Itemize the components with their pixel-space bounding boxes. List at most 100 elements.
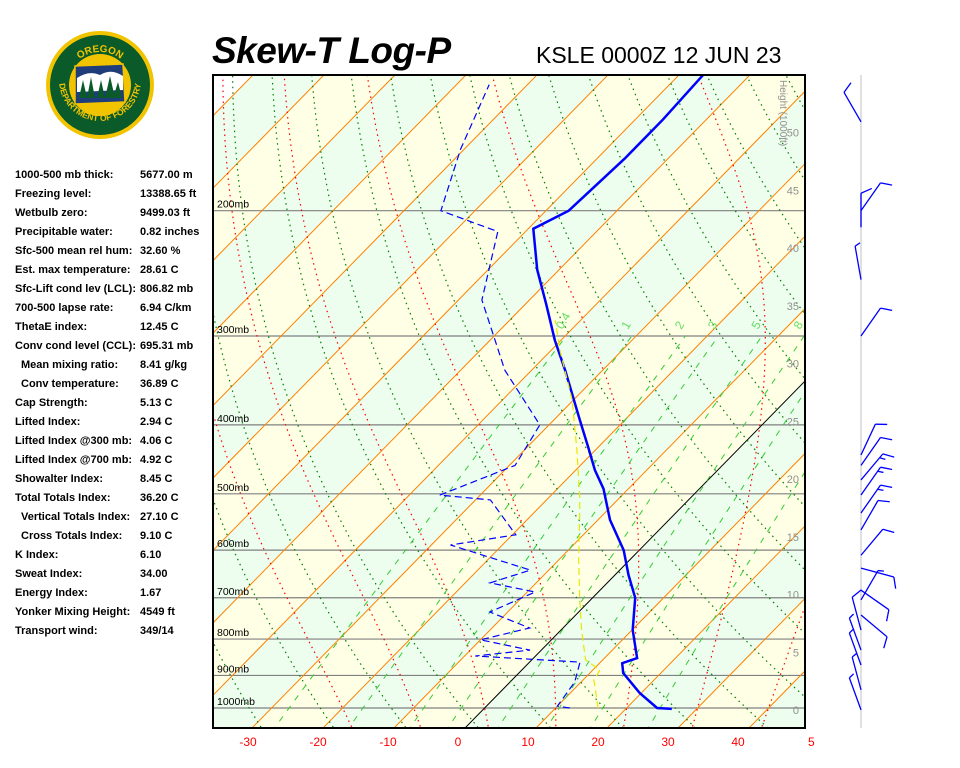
wind-barb <box>860 423 888 456</box>
svg-text:OREGON: OREGON <box>75 44 125 62</box>
stat-label: 1000-500 mb thick: <box>15 169 114 181</box>
wind-barb <box>860 466 893 496</box>
stat-label: Conv temperature: <box>21 378 119 390</box>
stat-row: Wetbulb zero: 9499.03 ft <box>15 207 215 226</box>
stat-value: 32.60 % <box>140 245 181 257</box>
mixing-ratio-line <box>647 470 805 728</box>
wind-barbs <box>843 82 897 711</box>
stat-row: Sweat Index: 34.00 <box>15 568 215 587</box>
stat-value: 34.00 <box>140 568 168 580</box>
stat-label: Freezing level: <box>15 188 92 200</box>
moist-adiabat <box>283 75 490 728</box>
height-tick-label: 50 <box>787 128 799 140</box>
moist-adiabat <box>366 75 557 728</box>
stat-row: Est. max temperature: 28.61 C <box>15 264 215 283</box>
temperature-tick-label: -20 <box>309 735 327 749</box>
isobar-label: 500mb <box>217 482 249 494</box>
isobar-label: 800mb <box>217 627 249 639</box>
isotherm-line <box>213 75 467 334</box>
moist-adiabat <box>213 411 353 728</box>
stat-value: 13388.65 ft <box>140 188 197 200</box>
plot-area: 0.4 1 2 3 5 8 <box>213 53 960 732</box>
stat-value: 6.94 C/km <box>140 302 192 314</box>
dry-adiabat <box>813 53 960 732</box>
dewpoint-line <box>439 84 581 709</box>
stat-label: Yonker Mixing Height: <box>15 606 131 618</box>
stat-row: Transport wind: 349/14 <box>15 625 215 644</box>
wind-barb <box>860 187 873 228</box>
isotherm-line <box>887 53 960 732</box>
height-tick-label: 35 <box>787 301 799 313</box>
wind-barb <box>860 307 893 337</box>
isobar-label: 900mb <box>217 663 249 675</box>
wind-barb <box>851 589 862 631</box>
isobar-label: 700mb <box>217 586 249 598</box>
stat-row: Freezing level: 13388.65 ft <box>15 188 215 207</box>
zero-isotherm <box>464 380 805 728</box>
stat-row: 700-500 lapse rate: 6.94 C/km <box>15 302 215 321</box>
stat-label: Sfc-Lift cond lev (LCL): <box>15 283 136 295</box>
stat-value: 2.94 C <box>140 416 173 428</box>
oregon-department-of-forestry-logo: OREGON DEPARTMENT OF FORESTRY <box>46 31 154 139</box>
dry-adiabat <box>231 75 480 728</box>
chart-title: Skew-T Log-P <box>212 30 451 71</box>
stat-value: 4.06 C <box>140 435 173 447</box>
sounding-indices-panel: 1000-500 mb thick: 5677.00 m Freezing leve… <box>15 169 215 644</box>
height-tick-label: 5 <box>793 647 799 659</box>
wind-barb <box>860 182 893 212</box>
stat-row: Energy Index: 1.67 <box>15 587 215 606</box>
stat-label: Wetbulb zero: <box>15 207 88 219</box>
stat-label: Sfc-500 mean rel hum: <box>15 245 133 257</box>
isotherm-line <box>322 235 805 728</box>
stat-value: 8.41 g/kg <box>140 359 188 371</box>
mixing-ratio-line <box>273 335 567 728</box>
stat-row: Yonker Mixing Height: 4549 ft <box>15 606 215 625</box>
isotherm-band <box>213 91 805 728</box>
stat-label: ThetaE index: <box>15 321 88 333</box>
dry-adiabat <box>390 75 769 728</box>
isotherm-line <box>213 75 325 189</box>
stat-row: Cross Totals Index: 9.10 C <box>15 530 215 549</box>
stat-label: Energy Index: <box>15 587 88 599</box>
wind-barb <box>851 652 862 691</box>
height-tick-label: 10 <box>787 590 799 602</box>
stat-label: Precipitable water: <box>15 226 113 238</box>
stat-row: Total Totals Index: 36.20 C <box>15 492 215 511</box>
stat-value: 4.92 C <box>140 454 173 466</box>
height-tick-label: 0 <box>793 705 799 717</box>
stat-value: 36.20 C <box>140 492 179 504</box>
stat-label: Lifted Index: <box>15 416 81 428</box>
isobar-label: 200mb <box>217 199 249 211</box>
stat-value: 36.89 C <box>140 378 179 390</box>
stat-label: Lifted Index @300 mb: <box>15 435 133 447</box>
wind-barb <box>848 673 862 711</box>
height-tick-label: 20 <box>787 474 799 486</box>
wind-barb <box>860 499 890 531</box>
wind-barb <box>848 613 862 651</box>
temperature-tick-label: 30 <box>661 735 675 749</box>
height-tick-label: 15 <box>787 532 799 544</box>
height-tick-label: 25 <box>787 416 799 428</box>
temperature-tick-label: -30 <box>239 735 257 749</box>
stat-label: Total Totals Index: <box>15 492 111 504</box>
stat-row: Lifted Index @700 mb: 4.92 C <box>15 454 215 473</box>
temperature-tick-label: 0 <box>455 735 462 749</box>
stat-row: Cap Strength: 5.13 C <box>15 397 215 416</box>
temperature-tick-label: -10 <box>379 735 397 749</box>
isotherm-line <box>251 162 805 728</box>
stat-label: Cap Strength: <box>15 397 88 409</box>
wind-barb <box>860 589 890 622</box>
stat-row: Conv cond level (CCL): 695.31 mb <box>15 340 215 359</box>
temperature-tick-label: 10 <box>521 735 535 749</box>
mixing-ratio-line <box>545 335 805 728</box>
isotherm-line <box>816 53 960 732</box>
stat-row: Precipitable water: 0.82 inches <box>15 226 215 245</box>
wind-barb <box>860 484 893 514</box>
wind-barb <box>860 453 895 481</box>
stat-row: Conv temperature: 36.89 C <box>15 378 215 397</box>
stat-row: Sfc-500 mean rel hum: 32.60 % <box>15 245 215 264</box>
stat-value: 12.45 C <box>140 321 179 333</box>
stat-value: 27.10 C <box>140 511 179 523</box>
temperature-line <box>531 75 704 711</box>
